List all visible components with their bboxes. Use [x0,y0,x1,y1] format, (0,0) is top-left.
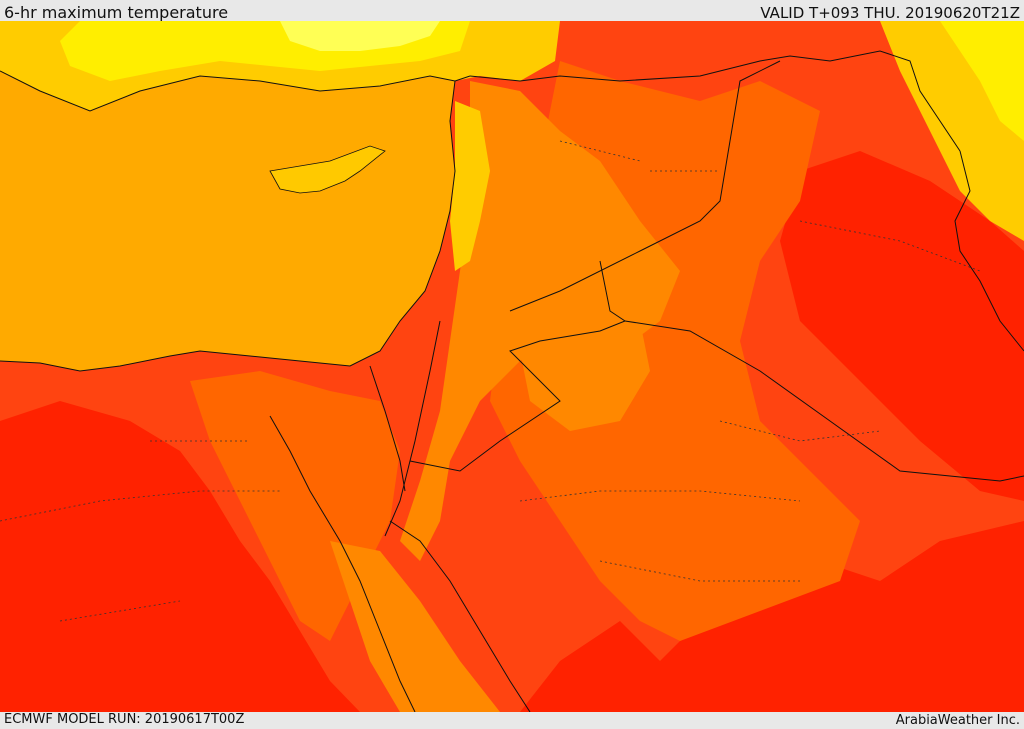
border-saudi-iraq [624,320,1024,482]
cool-region-turkey-peak [280,21,440,51]
coastline [0,75,471,372]
coastline-turkey [0,70,456,112]
hot-region-saudi-south [520,521,1024,712]
cool-region-iran-core [940,21,1024,141]
credit-text: ArabiaWeather Inc. [895,713,1020,728]
model-run: ECMWF MODEL RUN: 20190617T00Z [4,712,245,727]
mediterranean-sea [0,71,455,371]
border-egypt-israel [369,365,406,492]
orange-region-red-sea [330,541,500,712]
map-header: 6-hr maximum temperature VALID T+093 THU… [0,0,1024,22]
coastline-red-sea-east [389,520,531,712]
hot-region-egypt [0,401,360,712]
map-canvas [0,21,1024,712]
orange-region-jordan [520,291,650,431]
cool-region-lebanon [450,101,490,271]
coastline-gulf-aqaba [384,320,441,537]
border-syria-iraq [509,60,781,312]
valid-time: VALID T+093 THU. 20190620T21Z [760,4,1020,22]
border-iraq-iran [954,150,1024,352]
map-footer: ECMWF MODEL RUN: 20190617T00Z ArabiaWeat… [0,712,1024,729]
cyprus-island [269,145,386,194]
border-jordan-saudi [409,260,627,472]
border-syria-turkey [469,50,961,152]
map-title: 6-hr maximum temperature [4,3,229,22]
hot-region-iraq [780,151,1024,501]
temperature-map [0,21,1024,712]
province-lines [0,140,981,622]
coastline-red-sea-west [269,415,416,712]
